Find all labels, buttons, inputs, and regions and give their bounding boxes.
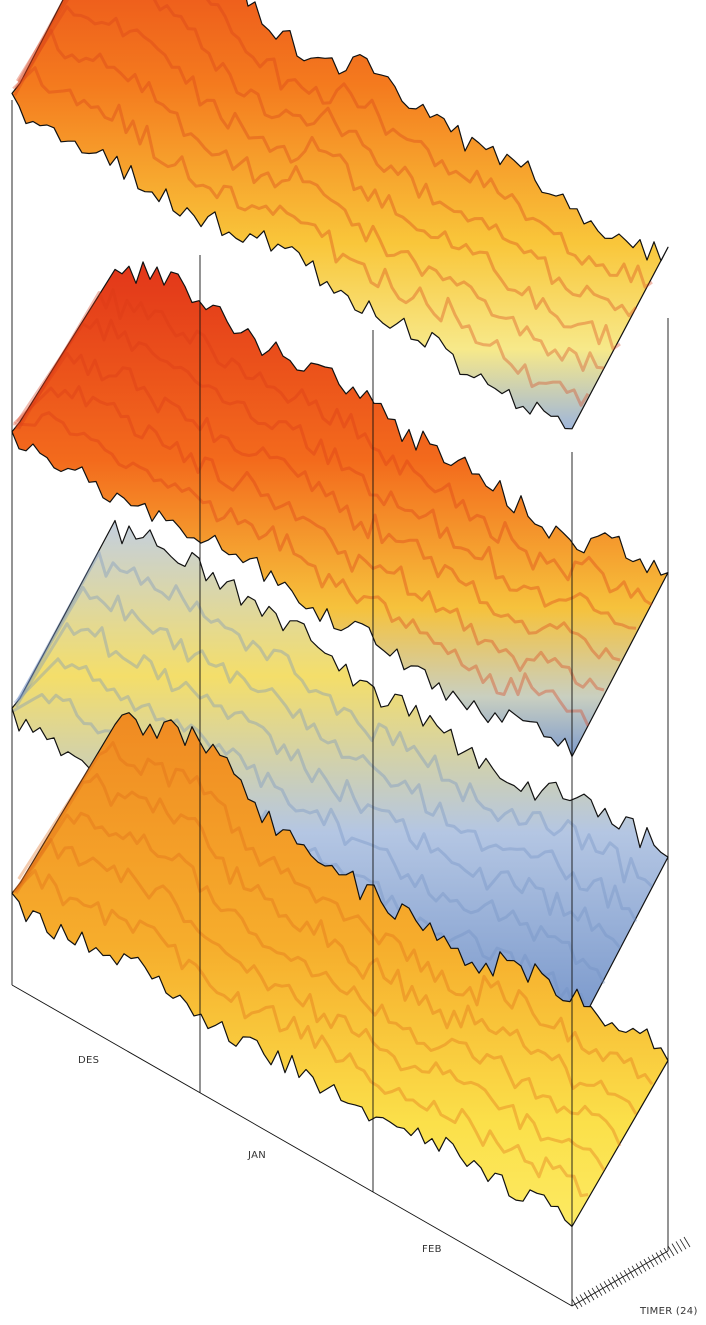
surface-ridge [13, 657, 606, 985]
time-tick [615, 1274, 623, 1285]
month-label: JAN [247, 1150, 266, 1161]
month-label: DES [78, 1055, 99, 1066]
time-tick [595, 1285, 603, 1296]
surface-ridge [13, 411, 590, 727]
time-tick [599, 1283, 607, 1294]
time-tick [675, 1241, 683, 1252]
surface-ridge [14, 351, 621, 662]
time-tick [611, 1276, 619, 1288]
surface-ridge [14, 5, 621, 351]
surface-ridge [17, 0, 653, 289]
month-label: FEB [422, 1244, 442, 1255]
time-tick [671, 1243, 679, 1254]
time-tick [591, 1287, 599, 1299]
time-tick [651, 1254, 659, 1265]
surface-ridge [13, 838, 606, 1171]
surface-ridge [16, 773, 638, 1115]
surface-ridge [16, 585, 638, 923]
time-tick [623, 1270, 631, 1281]
time-tick [639, 1261, 647, 1272]
time-tick [647, 1256, 655, 1268]
surface-ridge [14, 622, 622, 949]
surface-ridge [12, 66, 590, 407]
surface-ridge [13, 28, 605, 372]
time-tick [631, 1265, 639, 1276]
surface-layers [11, 0, 669, 1228]
time-tick [627, 1267, 635, 1279]
time-tick [683, 1236, 691, 1248]
surface-ridge [17, 288, 653, 607]
surface-ridge [16, 0, 638, 318]
time-scale [571, 1236, 691, 1310]
time-tick [643, 1258, 651, 1270]
time-tick [679, 1239, 687, 1250]
time-tick [663, 1247, 671, 1259]
surface-ridge [17, 741, 654, 1086]
surface-layer [11, 0, 669, 430]
time-tick [667, 1245, 675, 1257]
time-tick [575, 1296, 583, 1307]
axis-label: TIMER (24) [639, 1306, 698, 1317]
time-tick [655, 1252, 663, 1263]
floor-edge [11, 984, 573, 1307]
time-tick [583, 1292, 591, 1303]
time-tick [659, 1250, 667, 1261]
surface-ridge [17, 551, 654, 888]
surface-ridge [13, 385, 605, 692]
time-tick [619, 1272, 627, 1283]
time-tick [587, 1289, 595, 1301]
floor-edge [571, 1250, 669, 1307]
surface-ridge [14, 811, 622, 1147]
time-tick [603, 1281, 611, 1292]
time-tick [579, 1294, 587, 1305]
frame [11, 100, 669, 1307]
time-tick [607, 1278, 615, 1290]
surface-ridge [16, 318, 637, 630]
time-tick [635, 1263, 643, 1274]
surface-ridge [12, 869, 589, 1198]
time-tick [571, 1298, 579, 1310]
